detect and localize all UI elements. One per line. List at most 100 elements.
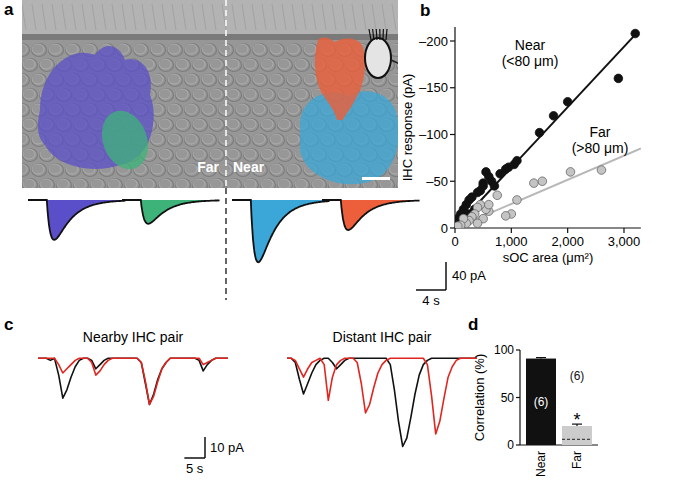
cell-texture (66, 44, 78, 54)
image-bg (22, 0, 398, 188)
cell-texture (159, 179, 174, 189)
cell-texture (236, 74, 251, 87)
cell-texture (176, 149, 191, 162)
cell-texture (185, 104, 197, 114)
cell-texture (219, 134, 231, 144)
texture (52, 4, 56, 30)
hair-bundle (379, 29, 380, 40)
texture (312, 4, 316, 30)
cell-texture (193, 89, 205, 99)
trace (287, 358, 477, 434)
point (614, 74, 623, 83)
series-label: (<80 μm) (502, 53, 559, 69)
cell-texture (159, 119, 174, 132)
point (455, 222, 462, 228)
plot-area (455, 29, 641, 228)
cell-texture (287, 134, 302, 147)
trace (232, 200, 330, 262)
y-tick-label: –150 (419, 80, 448, 95)
point (631, 29, 640, 38)
cell-texture (244, 119, 259, 132)
y-axis-title: IHC response (pA) (400, 74, 415, 182)
cell-texture (176, 59, 191, 72)
trace (322, 200, 420, 230)
texture (42, 4, 46, 30)
cell-texture (253, 44, 268, 57)
cell-texture (244, 59, 259, 72)
cell-texture (151, 44, 166, 57)
point (549, 112, 558, 121)
cell-texture (32, 44, 47, 57)
cell-texture (397, 149, 399, 162)
y-tick (450, 134, 455, 135)
texture (62, 4, 66, 30)
texture (182, 4, 186, 30)
y-tick (450, 40, 455, 41)
cell-texture (23, 59, 35, 69)
texture (222, 4, 226, 30)
cell-texture (380, 179, 392, 188)
cell-texture (295, 89, 307, 99)
cell-texture (270, 44, 285, 57)
texture (142, 4, 146, 30)
scale-bar (416, 289, 446, 291)
cell-texture (270, 164, 282, 174)
cell-texture (210, 149, 222, 159)
cell-texture (253, 74, 265, 84)
cell-texture (253, 74, 268, 87)
cell-texture (219, 44, 231, 54)
cell-texture (287, 104, 299, 114)
x-tick-label: 2,000 (551, 234, 584, 249)
texture (112, 4, 116, 30)
x-axis (455, 227, 641, 228)
cell-texture (40, 59, 55, 72)
cell-texture (287, 134, 299, 144)
texture (262, 4, 266, 30)
cell-texture (185, 74, 200, 87)
cell-texture (278, 59, 293, 72)
y-tick-label: 0 (507, 438, 514, 452)
cell-texture (193, 89, 208, 102)
cell-texture (142, 179, 154, 188)
cell-texture (210, 179, 225, 189)
cell-texture (389, 74, 398, 84)
cell-texture (295, 179, 307, 188)
point (484, 200, 493, 209)
cell-texture (142, 179, 157, 189)
cell-texture (210, 89, 222, 99)
cell-texture (253, 104, 265, 114)
point (597, 166, 606, 175)
cell-texture (287, 74, 299, 84)
cell-texture (397, 149, 398, 159)
cell-texture (397, 179, 399, 189)
cell-texture (312, 179, 324, 188)
y-tick-label: 0 (441, 221, 448, 236)
cell-texture (151, 164, 166, 177)
cell-texture (151, 134, 166, 147)
cell-texture (253, 134, 265, 144)
cell-texture (185, 134, 197, 144)
texture (202, 4, 206, 30)
cell-texture (219, 104, 231, 114)
cell-texture (253, 104, 268, 117)
cell-texture (22, 134, 27, 144)
fit-line (455, 149, 641, 228)
cell-texture (210, 59, 225, 72)
hair-bundle (386, 29, 387, 40)
cell-texture (236, 134, 251, 147)
x-tick-label: 3,000 (608, 234, 641, 249)
cell-texture (261, 59, 273, 69)
image-band (22, 0, 398, 34)
cell-texture (227, 119, 239, 129)
trace-fill (122, 200, 220, 224)
scale-bar (445, 262, 447, 290)
panel-letter: b (420, 1, 430, 20)
cell-texture (244, 89, 256, 99)
texture (192, 4, 196, 30)
cell-texture (244, 179, 256, 188)
cell-texture (278, 179, 290, 188)
cell-texture (176, 149, 188, 159)
pipette (391, 60, 398, 64)
hair-bundle (373, 29, 374, 40)
cell-texture (23, 179, 35, 188)
